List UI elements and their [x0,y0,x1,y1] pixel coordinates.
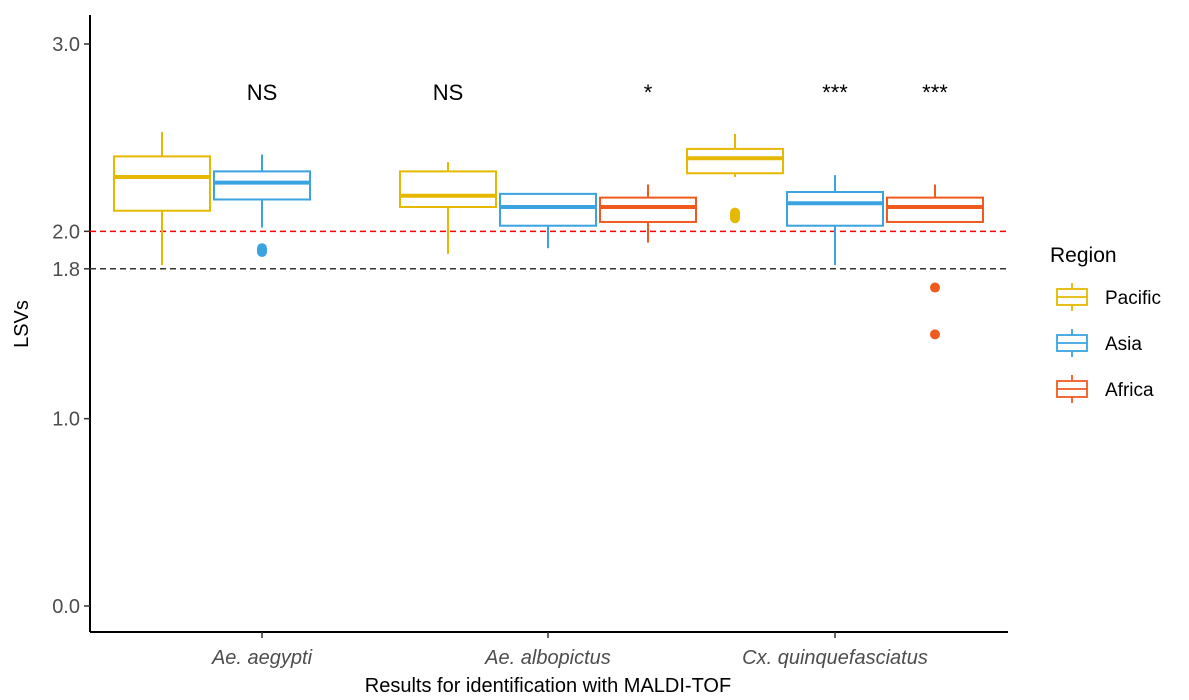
legend: Region Pacific Asia Africa [1050,244,1161,403]
significance-label: * [644,80,653,105]
x-tick-label: Ae. aegypti [211,647,313,669]
outlier-point [930,329,940,340]
significance-label: *** [922,80,948,105]
legend-label: Pacific [1105,288,1161,309]
y-tick-label: 2.0 [52,221,80,243]
x-tick-label: Cx. quinquefasciatus [742,647,928,669]
box [886,196,984,223]
legend-label: Africa [1105,380,1154,401]
outlier-point [730,207,740,218]
plot-area: 0.0 1.0 1.8 2.0 3.0 Ae. aegypti Ae. albopictus… [52,15,1008,669]
box [686,147,784,175]
outlier-point [257,243,267,254]
box [213,170,311,201]
legend-label: Asia [1105,334,1142,355]
x-axis-title: Results for identification with MALDI-TO… [365,675,731,697]
significance-label: *** [822,80,848,105]
x-tick-label: Ae. albopictus [484,647,611,669]
y-tick-label: 0.0 [52,596,80,618]
outlier-point [930,282,940,293]
significance-label: NS [247,80,278,105]
y-tick-label: 1.8 [52,259,80,281]
y-tick-label: 3.0 [52,34,80,56]
significance-label: NS [433,80,464,105]
y-axis-title: LSVs [11,300,33,348]
box [113,155,211,212]
box [786,190,884,227]
box [399,170,497,208]
box [599,196,697,223]
y-tick-label: 1.0 [52,409,80,431]
legend-title: Region [1050,244,1117,267]
box [499,192,597,227]
